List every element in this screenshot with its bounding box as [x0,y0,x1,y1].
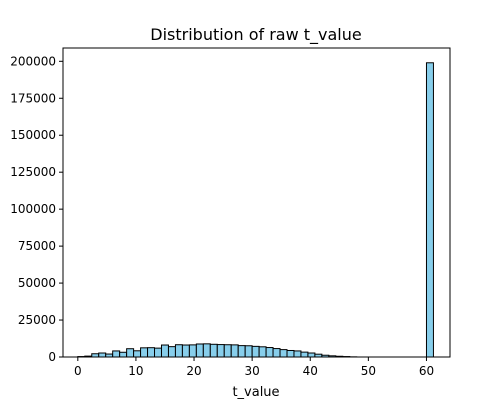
histogram-bar-26 [258,346,267,358]
histogram-bar-13 [167,346,176,358]
histogram-bar-10 [147,347,156,358]
chart-title: Distribution of raw t_value [150,25,361,45]
plot-area-frame [62,47,451,358]
x-tick-label-4: 40 [303,364,318,378]
histogram-bar-3 [98,352,107,358]
x-axis-ticks: 0 10 20 30 40 50 60 [74,357,434,378]
histogram-bar-27 [265,347,274,358]
x-tick-label-6: 60 [419,364,434,378]
histogram-bar-8 [133,350,142,358]
histogram-bar-17 [195,343,204,358]
histogram-bar-5 [112,350,121,358]
histogram-bar-20 [216,344,225,358]
histogram-bar-16 [188,344,197,358]
histogram-bar-6 [119,351,128,358]
histogram-bar-50 [425,62,434,358]
x-tick-label-0: 0 [74,364,82,378]
histogram-bar-18 [202,343,211,358]
x-tick-label-2: 20 [186,364,201,378]
y-tick-label-3: 75000 [18,239,56,253]
histogram-bar-7 [126,348,135,358]
histogram-bar-9 [140,347,149,358]
histogram-bar-28 [272,348,281,358]
histogram-bar-30 [286,349,295,358]
histogram-bars [77,62,434,358]
histogram-bar-23 [237,345,246,358]
histogram-bar-19 [209,343,218,358]
y-axis-ticks: 0 25000 50000 75000 100000 125000 150000 175000… [10,54,63,364]
histogram-bar-31 [293,350,302,358]
x-tick-label-3: 30 [245,364,260,378]
y-tick-label-7: 175000 [10,91,56,105]
histogram-bar-12 [160,344,169,358]
x-tick-label-5: 50 [361,364,376,378]
y-tick-label-5: 125000 [10,165,56,179]
y-tick-label-6: 150000 [10,128,56,142]
histogram-bar-15 [181,344,190,358]
histogram-bar-22 [230,344,239,358]
histogram-bar-33 [307,352,316,358]
histogram-bar-21 [223,344,232,358]
y-tick-label-2: 50000 [18,276,56,290]
histogram-bar-25 [251,345,260,358]
histogram-bar-14 [174,344,183,358]
y-tick-label-0: 0 [48,350,56,364]
y-tick-label-4: 100000 [10,202,56,216]
y-tick-label-8: 200000 [10,54,56,68]
x-axis-label: t_value [232,385,279,400]
histogram-bar-11 [154,347,162,358]
x-tick-label-1: 10 [128,364,143,378]
histogram-bar-32 [300,351,309,358]
y-tick-label-1: 25000 [18,313,56,327]
histogram-bar-24 [244,345,253,358]
histogram-bar-29 [279,349,288,358]
